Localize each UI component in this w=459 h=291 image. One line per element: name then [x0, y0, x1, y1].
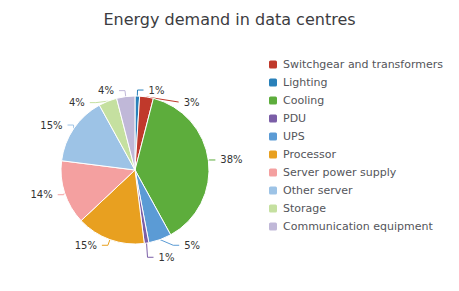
svg-text:14%: 14%	[30, 189, 52, 200]
svg-text:Cooling: Cooling	[283, 94, 324, 107]
svg-text:Other server: Other server	[283, 184, 353, 197]
svg-text:Server power supply: Server power supply	[283, 166, 397, 179]
svg-text:Processor: Processor	[283, 148, 336, 161]
svg-text:Switchgear and transformers: Switchgear and transformers	[283, 58, 443, 71]
svg-text:15%: 15%	[40, 120, 62, 131]
svg-text:1%: 1%	[149, 85, 165, 96]
svg-text:15%: 15%	[75, 240, 97, 251]
svg-text:Energy demand in data centres: Energy demand in data centres	[103, 10, 355, 29]
svg-text:Storage: Storage	[283, 202, 326, 215]
svg-text:5%: 5%	[184, 240, 200, 251]
svg-text:4%: 4%	[69, 97, 85, 108]
svg-text:UPS: UPS	[283, 130, 305, 143]
svg-text:1%: 1%	[159, 252, 175, 263]
svg-text:Communication equipment: Communication equipment	[283, 220, 433, 233]
svg-text:3%: 3%	[184, 97, 200, 108]
svg-text:38%: 38%	[220, 154, 242, 165]
svg-text:4%: 4%	[98, 85, 114, 96]
svg-text:PDU: PDU	[283, 112, 306, 125]
svg-text:Lighting: Lighting	[283, 76, 327, 89]
